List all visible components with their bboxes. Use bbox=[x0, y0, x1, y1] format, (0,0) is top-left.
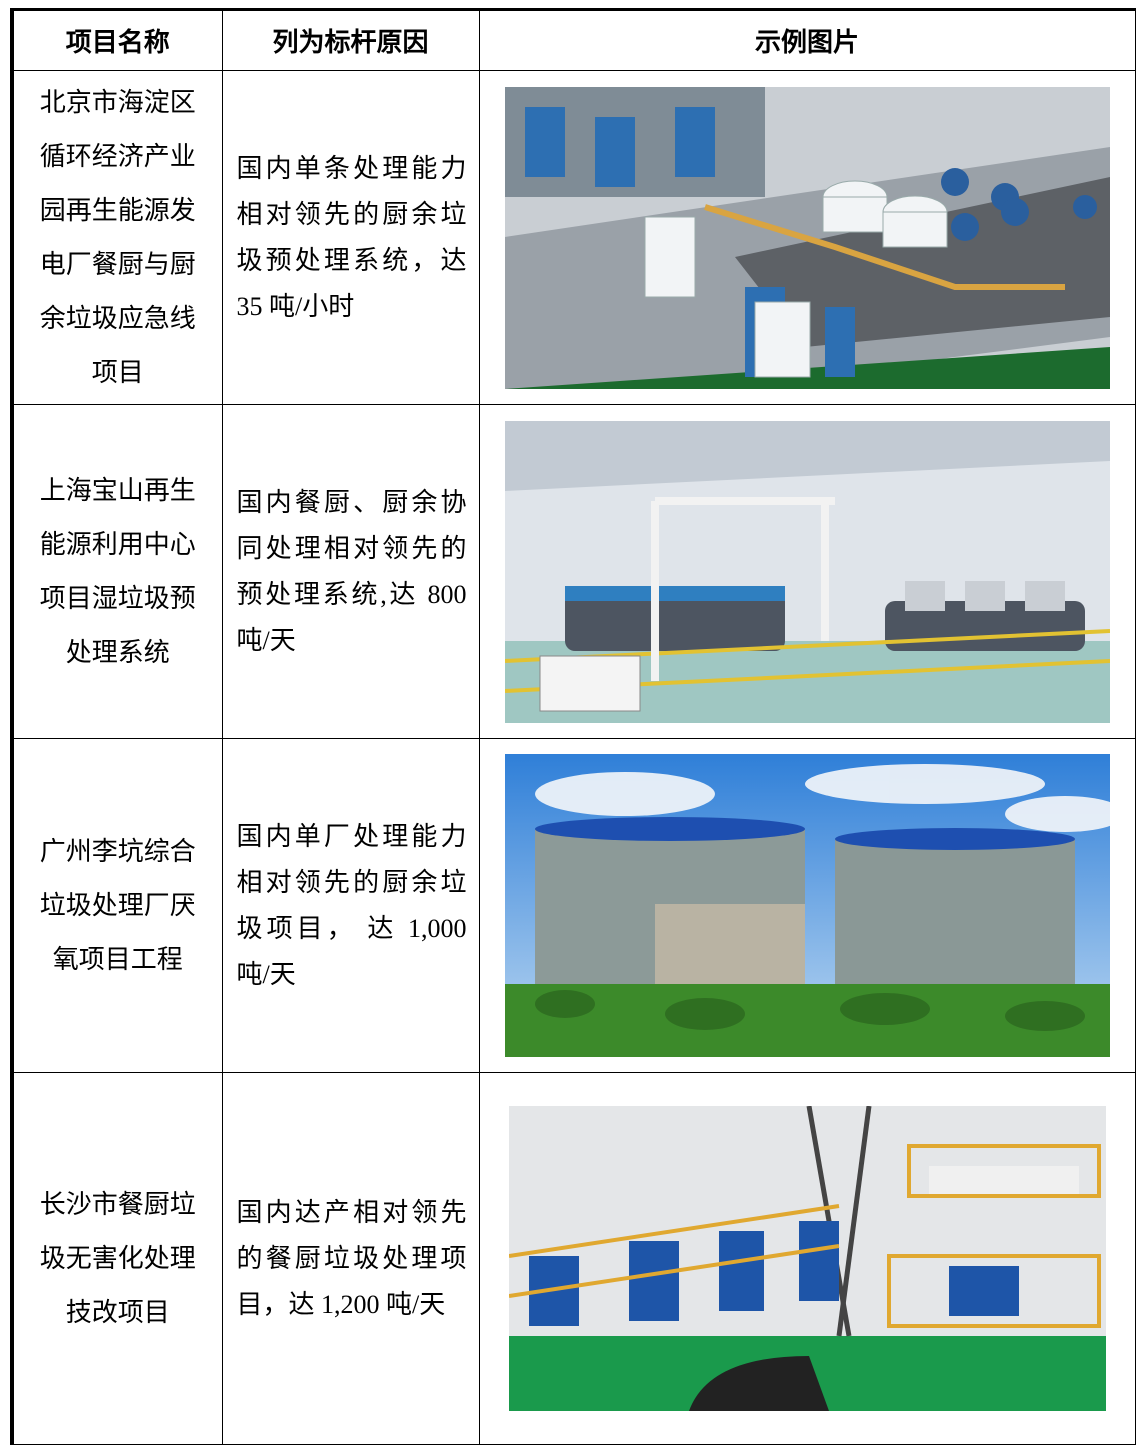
benchmark-reason: 国内达产相对领先的餐厨垃圾处理项目，达 1,200 吨/天 bbox=[221, 1072, 480, 1445]
example-image bbox=[504, 86, 1110, 389]
example-image bbox=[504, 420, 1110, 723]
example-image-cell bbox=[478, 1072, 1136, 1445]
table-row: 长沙市餐厨垃圾无害化处理技改项目 国内达产相对领先的餐厨垃圾处理项目，达 1,2… bbox=[10, 1072, 1136, 1445]
example-image bbox=[508, 1106, 1106, 1411]
example-image-cell bbox=[478, 404, 1136, 739]
example-image-cell bbox=[478, 738, 1136, 1073]
example-image bbox=[504, 754, 1110, 1057]
table-row: 北京市海淀区循环经济产业园再生能源发电厂餐厨与厨余垃圾应急线项目 国内单条处理能… bbox=[10, 70, 1136, 405]
column-header: 项目名称 bbox=[10, 8, 223, 71]
project-name: 广州李坑综合垃圾处理厂厌氧项目工程 bbox=[10, 738, 223, 1073]
benchmark-reason: 国内单条处理能力相对领先的厨余垃圾预处理系统，达35 吨/小时 bbox=[221, 70, 480, 405]
project-name: 北京市海淀区循环经济产业园再生能源发电厂餐厨与厨余垃圾应急线项目 bbox=[10, 70, 223, 405]
project-name: 上海宝山再生能源利用中心项目湿垃圾预处理系统 bbox=[10, 404, 223, 739]
example-image-cell bbox=[478, 70, 1136, 405]
table-row: 广州李坑综合垃圾处理厂厌氧项目工程 国内单厂处理能力相对领先的厨余垃圾项目， 达… bbox=[10, 738, 1136, 1073]
benchmark-reason: 国内单厂处理能力相对领先的厨余垃圾项目， 达 1,000 吨/天 bbox=[221, 738, 480, 1073]
header-row: 项目名称 列为标杆原因 示例图片 bbox=[10, 8, 1136, 71]
benchmark-reason: 国内餐厨、厨余协同处理相对领先的预处理系统,达 800 吨/天 bbox=[221, 404, 480, 739]
column-header: 列为标杆原因 bbox=[221, 8, 480, 71]
benchmark-table: 项目名称 列为标杆原因 示例图片 北京市海淀区循环经济产业园再生能源发电厂餐厨与… bbox=[10, 8, 1136, 1445]
table-row: 上海宝山再生能源利用中心项目湿垃圾预处理系统 国内餐厨、厨余协同处理相对领先的预… bbox=[10, 404, 1136, 739]
project-name: 长沙市餐厨垃圾无害化处理技改项目 bbox=[10, 1072, 223, 1445]
column-header: 示例图片 bbox=[478, 8, 1136, 71]
